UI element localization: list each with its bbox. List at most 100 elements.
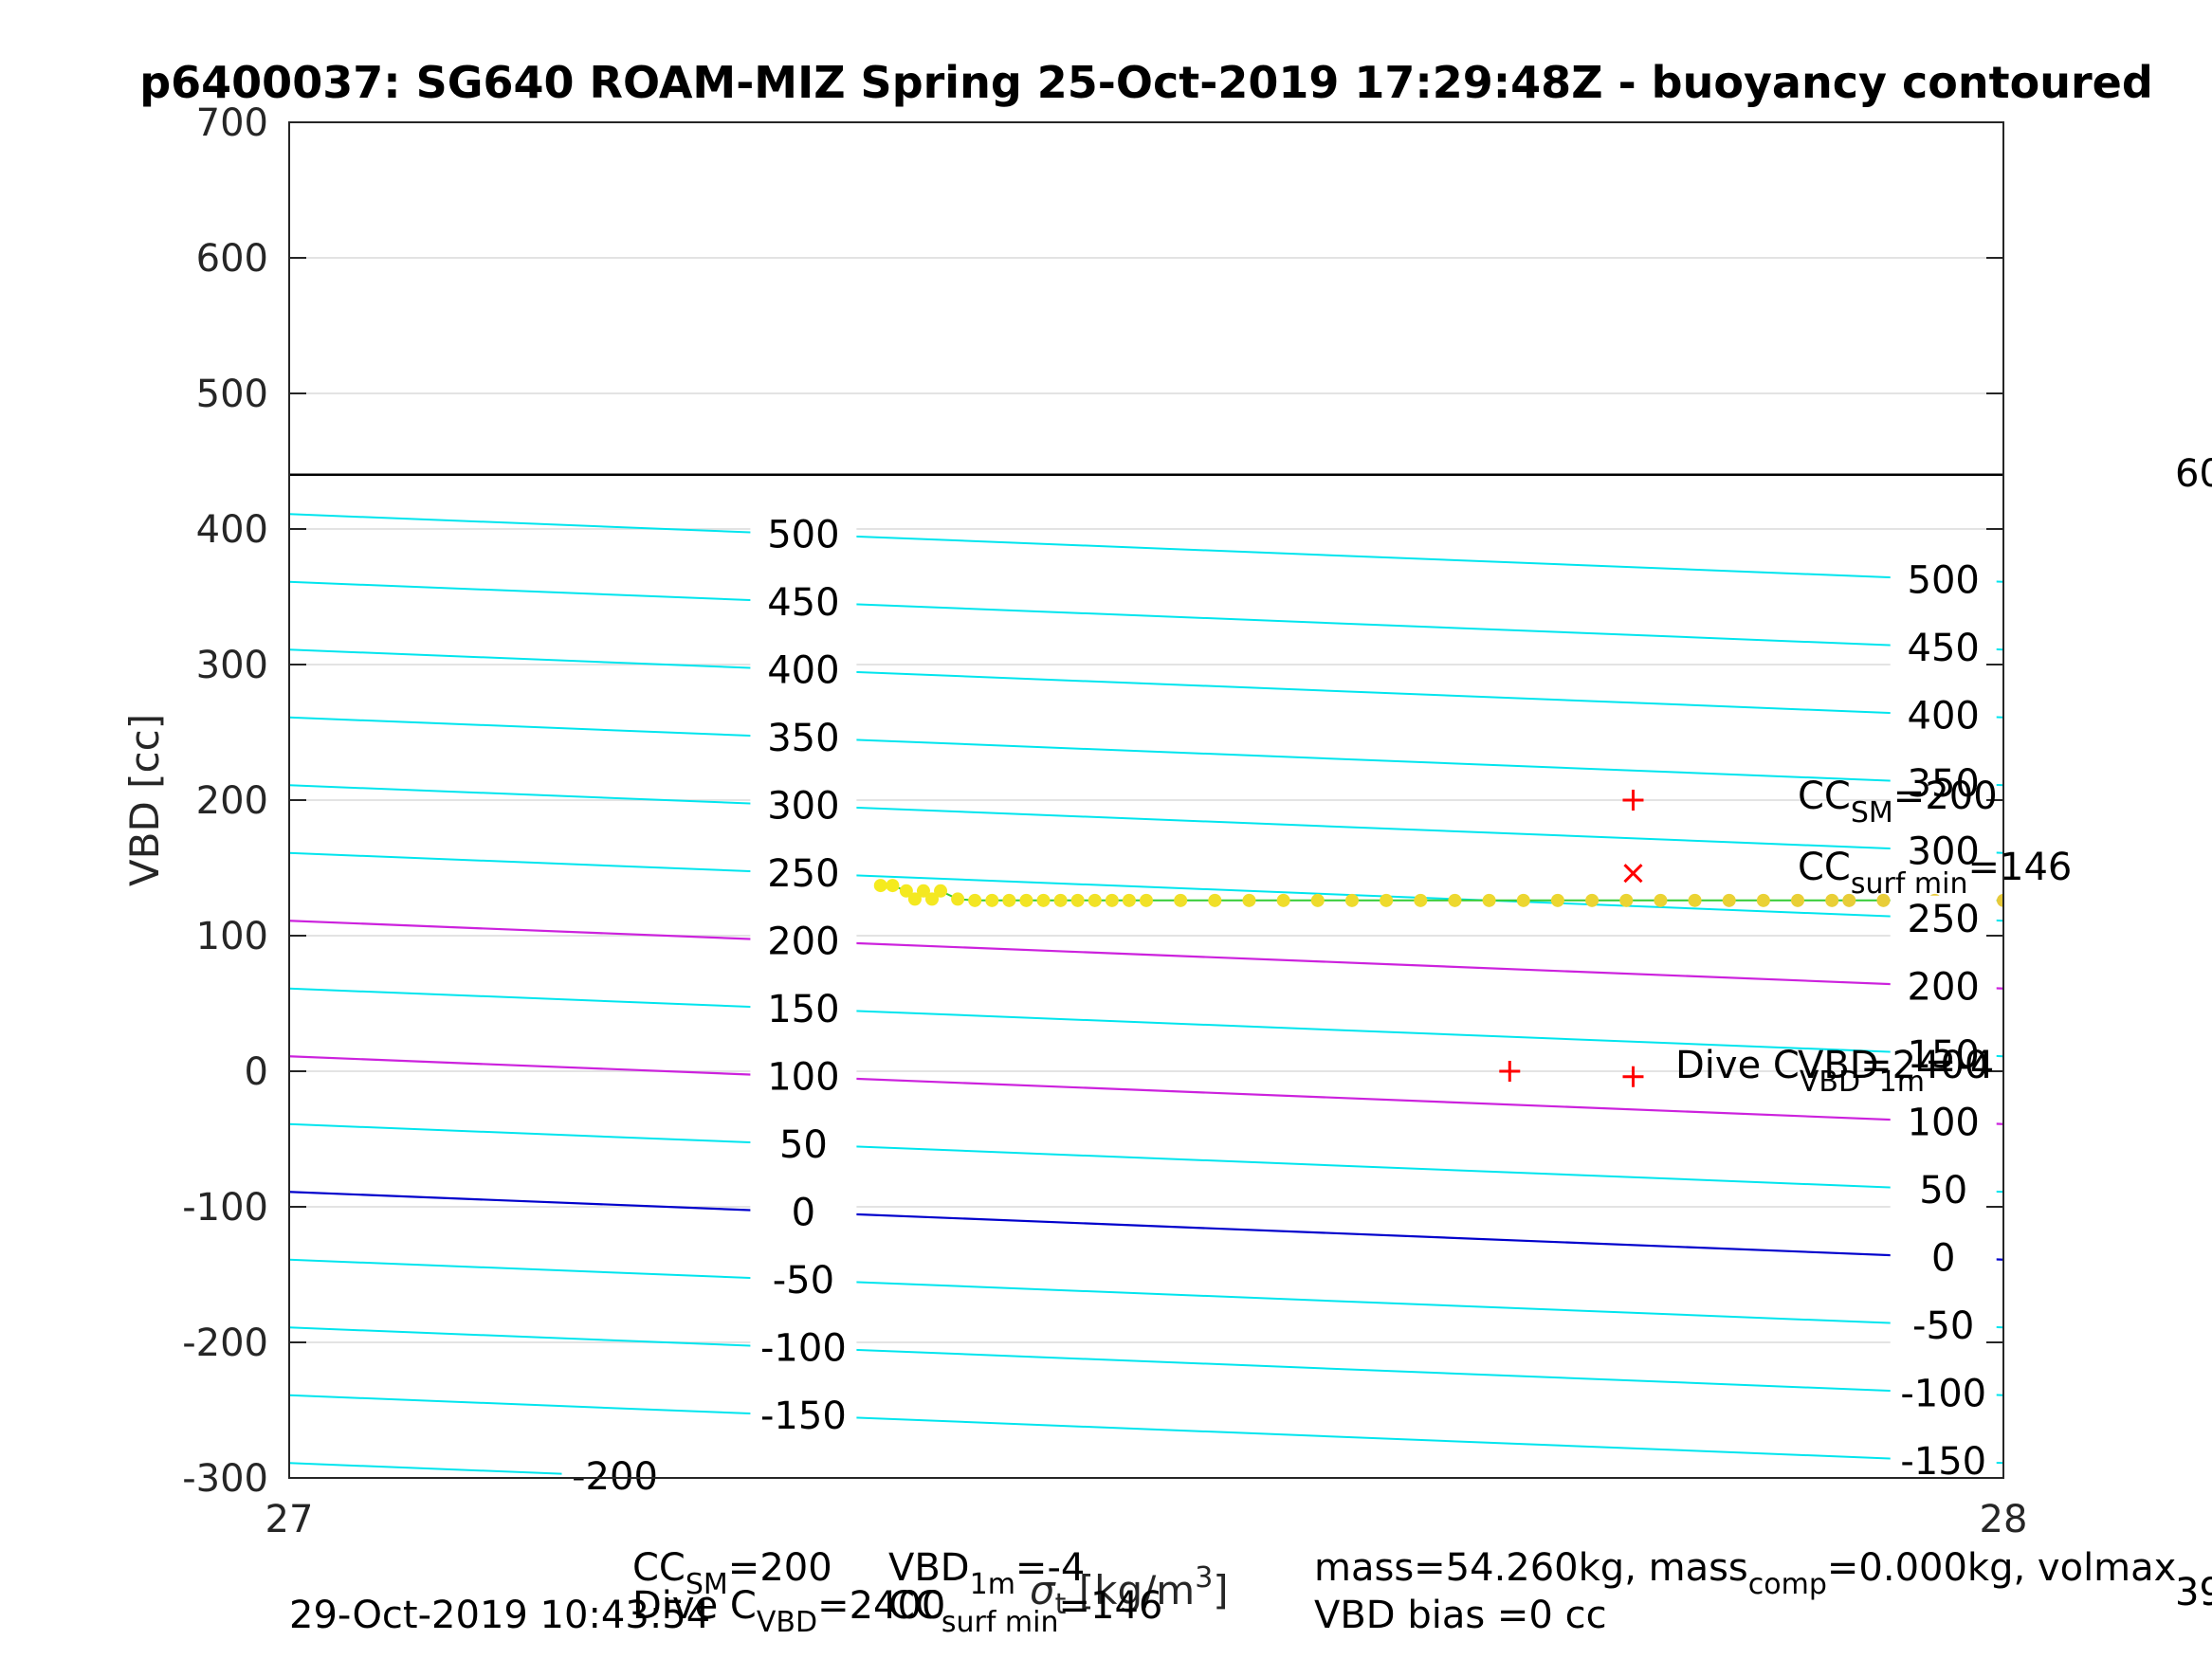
contour-label: -150 [760,1395,847,1438]
contour-line [289,1258,2003,1329]
contour-label-mask [1890,1166,1997,1209]
y-tick-label: 400 [196,508,268,552]
contour-lines [289,513,2003,1478]
contour-line [289,580,2003,651]
annotation-cc-sm: CCSM=200 [1798,775,1998,830]
data-point [873,879,887,893]
chart-title: p6400037: SG640 ROAM-MIZ Spring 25-Oct-2… [139,57,2153,108]
contour-label-mask [750,1121,857,1164]
footer-vbd-bias: VBD bias =0 cc [1314,1594,1607,1637]
data-point [1208,893,1222,907]
y-axis-label: VBD [cc] [121,714,168,886]
data-point [1242,893,1256,907]
contour-label-mask [750,1189,857,1231]
annotations: CCSM=200 CCsurf min=146 Dive CVBD=2400 V… [1675,775,2072,1099]
contour-label: 500 [767,514,839,557]
contour-label-mask [1890,1437,1997,1480]
contour-line [289,1326,2003,1396]
data-point [934,884,948,898]
x-axis-label-superscript: 3 [1195,1561,1213,1595]
contour-label-mask [1890,963,1997,1006]
contour-label: -100 [760,1327,847,1371]
contour-line [289,648,2003,719]
contour-label-mask [1890,828,1997,870]
x-axis-label: σt [kg/m3] [1030,1561,1229,1621]
data-point [916,884,930,898]
data-point [1019,893,1033,907]
contour-label-mask [1890,1234,1997,1277]
contour-label-mask [1890,556,1997,599]
cut-off-label-upper: 60 [2175,452,2212,496]
data-point [1088,893,1102,907]
contour-line [289,513,2003,583]
contour-line [289,987,2003,1058]
data-point [1997,893,2003,907]
x-axis-label-unit: [kg/m [1066,1567,1195,1613]
data-point [907,892,922,906]
series-path [880,884,2003,902]
data-point [1550,893,1564,907]
contour-label: 500 [1908,558,1980,602]
data-point [1122,893,1136,907]
data-point [1688,893,1702,907]
contour-label-mask [1890,1030,1997,1073]
contour-label: 450 [767,581,839,625]
contour-label-mask [1890,895,1997,938]
data-point [1105,893,1119,907]
contour-label: 400 [767,649,839,693]
contour-label: 50 [779,1123,828,1167]
contour-line [289,920,2003,990]
markers [1499,790,1644,1087]
annotation-vbd-1m: VBD1m=-4 [1798,1044,1994,1099]
marker-stroke [1623,864,1643,884]
contour-label-mask [1890,692,1997,735]
y-tick-label: 200 [196,779,268,823]
plus-marker [1622,790,1644,811]
data-point [1516,893,1530,907]
contour-label-mask [750,850,857,893]
tick-marks [288,121,2004,1479]
cut-off-label-lower: 39 [2175,1571,2212,1614]
contour-label: -50 [1912,1304,1974,1348]
contour-label-mask [750,511,857,554]
plot-area: -200 -150 -100 -50 0 50 100 150 200 250 300 350 400 4… [288,121,2004,1499]
footer-mass: mass=54.260kg, masscomp=0.000kg, volmax [1314,1546,2176,1601]
y-tick-label: 700 [196,101,268,145]
contour-label: 450 [1908,627,1980,670]
data-point [1842,893,1856,907]
x-axis-label-subscript: t [1055,1588,1067,1621]
x-tick-label: 28 [1980,1498,2028,1541]
contour-label: 250 [767,852,839,896]
contour-label: 350 [1908,762,1980,806]
contour-label: 0 [792,1192,815,1235]
y-tick-label: 300 [196,644,268,687]
data-point [925,892,939,906]
contour-labels: -200 -150 -100 -50 0 50 100 150 200 250 300 350 400 4… [561,511,1997,1499]
contour-label-mask [561,1452,668,1495]
contour-label-mask [750,782,857,825]
contour-label: -150 [1900,1440,1986,1484]
y-tick-label: -200 [182,1322,268,1365]
contour-label-mask [1890,624,1997,666]
y-tick-label: -100 [182,1186,268,1230]
data-point [1585,893,1600,907]
contour-label-mask [1890,1302,1997,1344]
contour-line [289,1122,2003,1194]
data-point [1276,893,1290,907]
contour-label-mask [1890,759,1997,802]
plus-marker [1622,1066,1644,1087]
contour-label-mask [1890,1370,1997,1413]
annotation-dive-cvbd: Dive CVBD=2400 [1675,1044,1988,1099]
data-point [985,893,999,907]
data-point [1756,893,1770,907]
data-series [873,879,2003,907]
data-point [1722,893,1736,907]
annotation-cc-surf-min: CCsurf min=146 [1798,846,2072,901]
data-point [1002,893,1016,907]
contour-line [289,1191,2003,1261]
data-point [1791,893,1805,907]
y-axis-tick-labels: -300 -200 -100 0 100 200 300 400 500 600 700 [182,101,268,1501]
data-point [1070,893,1085,907]
gridlines [289,257,2003,1343]
